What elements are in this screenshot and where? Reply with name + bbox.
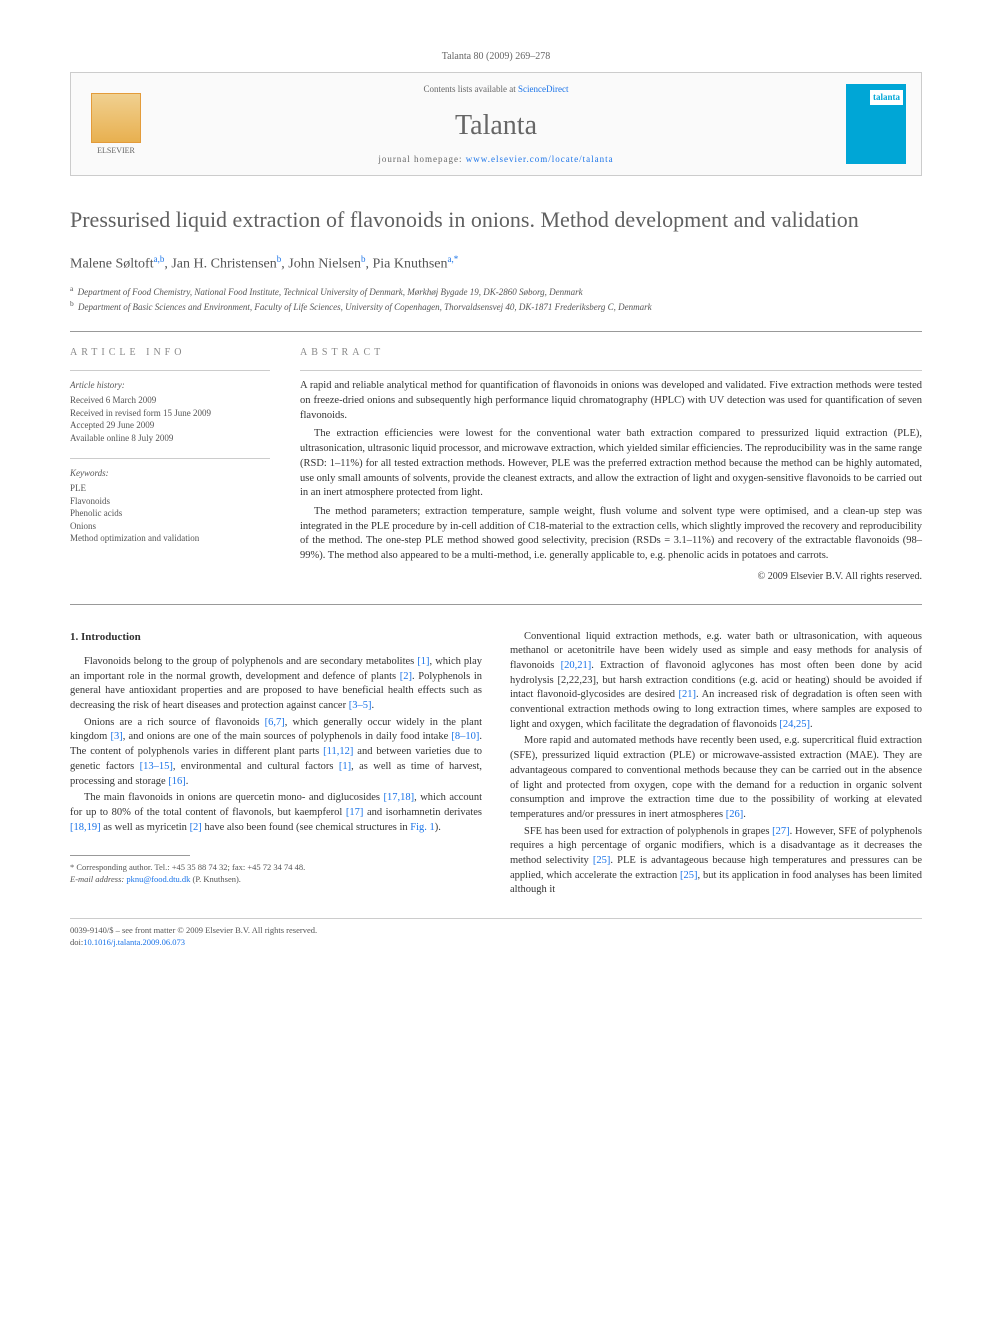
- aff-text-b: Department of Basic Sciences and Environ…: [78, 302, 652, 312]
- email-link[interactable]: pknu@food.dtu.dk: [126, 874, 190, 884]
- body-p1: Onions are a rich source of flavonoids […: [70, 716, 482, 789]
- body-p5: SFE has been used for extraction of poly…: [510, 825, 922, 898]
- email-label: E-mail address:: [70, 874, 126, 884]
- journal-cover-label: talanta: [870, 90, 903, 105]
- authors-line: Malene Søltofta,b, Jan H. Christensenb, …: [70, 253, 922, 274]
- affiliations: a Department of Food Chemistry, National…: [70, 284, 922, 313]
- email-person: (P. Knuthsen).: [193, 874, 241, 884]
- contents-line: Contents lists available at ScienceDirec…: [146, 83, 846, 96]
- section-heading-intro: 1. Introduction: [70, 630, 482, 645]
- journal-header-box: ELSEVIER Contents lists available at Sci…: [70, 72, 922, 176]
- author-0: Malene Søltoft: [70, 257, 154, 272]
- body-p2: The main flavonoids in onions are querce…: [70, 791, 482, 835]
- abstract-p2: The method parameters; extraction temper…: [300, 505, 922, 564]
- author-0-aff: a,b: [154, 254, 165, 264]
- aff-sup-a: a: [70, 284, 73, 293]
- info-abstract-row: ARTICLE INFO Article history: Received 6…: [70, 346, 922, 583]
- author-1: Jan H. Christensen: [171, 257, 276, 272]
- history-3: Available online 8 July 2009: [70, 432, 270, 445]
- history-0: Received 6 March 2009: [70, 394, 270, 407]
- author-3: Pia Knuthsen: [372, 257, 447, 272]
- footer-left: 0039-9140/$ – see front matter © 2009 El…: [70, 925, 317, 949]
- abstract-p0: A rapid and reliable analytical method f…: [300, 379, 922, 423]
- divider-top: [70, 331, 922, 332]
- affiliation-a: a Department of Food Chemistry, National…: [70, 284, 922, 299]
- footer-copyright: 0039-9140/$ – see front matter © 2009 El…: [70, 925, 317, 937]
- keyword-0: PLE: [70, 482, 270, 495]
- aff-text-a: Department of Food Chemistry, National F…: [78, 287, 583, 297]
- header-center: Contents lists available at ScienceDirec…: [146, 83, 846, 165]
- abstract-copyright: © 2009 Elsevier B.V. All rights reserved…: [300, 570, 922, 584]
- abstract-p1: The extraction efficiencies were lowest …: [300, 427, 922, 500]
- homepage-label: journal homepage:: [378, 154, 465, 164]
- article-title: Pressurised liquid extraction of flavono…: [70, 206, 922, 235]
- footer-bar: 0039-9140/$ – see front matter © 2009 El…: [70, 918, 922, 949]
- history-1: Received in revised form 15 June 2009: [70, 407, 270, 420]
- body-p0: Flavonoids belong to the group of polyph…: [70, 655, 482, 714]
- keywords-block: Keywords: PLE Flavonoids Phenolic acids …: [70, 458, 270, 545]
- journal-name: Talanta: [146, 106, 846, 145]
- keyword-1: Flavonoids: [70, 495, 270, 508]
- keyword-2: Phenolic acids: [70, 507, 270, 520]
- abstract-column: ABSTRACT A rapid and reliable analytical…: [300, 346, 922, 583]
- contents-text: Contents lists available at: [424, 84, 518, 94]
- article-info-column: ARTICLE INFO Article history: Received 6…: [70, 346, 270, 583]
- keyword-4: Method optimization and validation: [70, 532, 270, 545]
- abstract-heading: ABSTRACT: [300, 346, 922, 360]
- corresponding-footnote: * Corresponding author. Tel.: +45 35 88 …: [70, 862, 482, 886]
- footnote-separator: [70, 855, 190, 856]
- article-history-block: Article history: Received 6 March 2009 R…: [70, 370, 270, 444]
- keywords-label: Keywords:: [70, 467, 270, 480]
- author-2-aff: b: [361, 254, 366, 264]
- history-2: Accepted 29 June 2009: [70, 419, 270, 432]
- sciencedirect-link[interactable]: ScienceDirect: [518, 84, 568, 94]
- elsevier-label: ELSEVIER: [97, 145, 135, 156]
- divider-bottom: [70, 604, 922, 605]
- body-p4: More rapid and automated methods have re…: [510, 734, 922, 822]
- elsevier-tree-icon: [91, 93, 141, 143]
- homepage-url[interactable]: www.elsevier.com/locate/talanta: [466, 154, 614, 164]
- corresponding-line: * Corresponding author. Tel.: +45 35 88 …: [70, 862, 482, 874]
- aff-sup-b: b: [70, 299, 74, 308]
- body-text: 1. Introduction Flavonoids belong to the…: [70, 630, 922, 898]
- doi-label: doi:: [70, 937, 83, 947]
- keyword-3: Onions: [70, 520, 270, 533]
- affiliation-b: b Department of Basic Sciences and Envir…: [70, 299, 922, 314]
- author-2: John Nielsen: [288, 257, 361, 272]
- email-line: E-mail address: pknu@food.dtu.dk (P. Knu…: [70, 874, 482, 886]
- author-1-aff: b: [277, 254, 282, 264]
- author-3-aff: a,*: [448, 254, 459, 264]
- footer-doi: doi:10.1016/j.talanta.2009.06.073: [70, 937, 317, 949]
- body-p3: Conventional liquid extraction methods, …: [510, 630, 922, 733]
- elsevier-logo: ELSEVIER: [86, 89, 146, 159]
- abstract-body: A rapid and reliable analytical method f…: [300, 370, 922, 583]
- homepage-line: journal homepage: www.elsevier.com/locat…: [146, 153, 846, 166]
- citation-header: Talanta 80 (2009) 269–278: [70, 50, 922, 64]
- history-label: Article history:: [70, 379, 270, 392]
- doi-link[interactable]: 10.1016/j.talanta.2009.06.073: [83, 937, 185, 947]
- journal-cover: talanta: [846, 84, 906, 164]
- article-info-heading: ARTICLE INFO: [70, 346, 270, 360]
